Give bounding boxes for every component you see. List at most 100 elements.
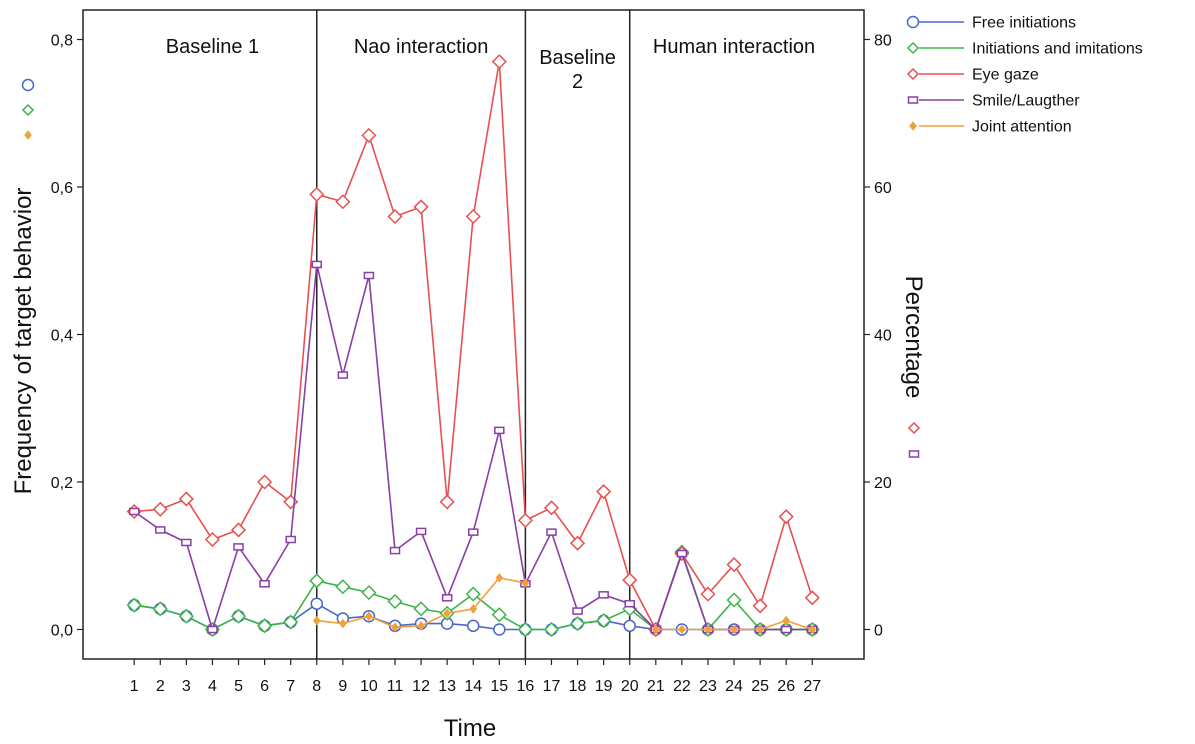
right-y-axis: 0 20 40 60 80 bbox=[864, 33, 892, 640]
data-point-bar bbox=[441, 594, 453, 602]
data-point-diamond bbox=[283, 614, 299, 630]
data-point-bar bbox=[363, 271, 375, 280]
left-y-tick-label: 0,4 bbox=[51, 328, 73, 345]
data-point-bar bbox=[908, 450, 920, 458]
right-y-tick-label: 0 bbox=[874, 623, 883, 640]
data-point-bar bbox=[389, 546, 401, 555]
left-y-axis: 0,0 0,2 0,4 0,6 0,8 bbox=[51, 33, 83, 640]
data-point-bar bbox=[494, 426, 505, 435]
left-y-tick-label: 0,6 bbox=[51, 180, 73, 197]
x-tick-label: 8 bbox=[312, 678, 321, 695]
x-tick-label: 16 bbox=[517, 678, 535, 695]
data-point-diamond bbox=[543, 621, 560, 638]
data-point-small-diamond bbox=[808, 624, 817, 635]
legend-item: Initiations and imitations bbox=[906, 41, 1143, 58]
data-point-diamond bbox=[465, 208, 481, 225]
data-point-small-diamond bbox=[24, 130, 32, 140]
data-point-bar bbox=[285, 535, 296, 544]
data-point-circle bbox=[310, 597, 324, 610]
x-tick-label: 3 bbox=[182, 678, 191, 695]
data-point-small-diamond bbox=[730, 624, 738, 635]
legend-label: Joint attention bbox=[972, 119, 1072, 136]
x-tick-label: 15 bbox=[490, 678, 508, 695]
phase-labels: Baseline 1 Nao interaction Baseline 2 Human … bbox=[166, 36, 815, 93]
x-tick-label: 10 bbox=[360, 678, 378, 695]
data-point-diamond bbox=[309, 573, 325, 589]
legend-item: Eye gaze bbox=[906, 67, 1039, 84]
data-point-diamond bbox=[387, 593, 403, 610]
data-point-bar bbox=[676, 549, 688, 558]
data-point-bar bbox=[415, 527, 427, 536]
data-point-circle bbox=[906, 15, 920, 29]
data-point-diamond bbox=[257, 474, 273, 490]
data-point-bar bbox=[207, 625, 218, 634]
plot-area-frame bbox=[82, 9, 865, 660]
data-point-circle bbox=[21, 78, 35, 92]
data-point-diamond bbox=[596, 613, 612, 629]
x-tick-label: 25 bbox=[751, 678, 769, 695]
data-point-small-diamond bbox=[521, 578, 530, 588]
data-point-diamond bbox=[21, 103, 35, 117]
data-point-diamond bbox=[726, 592, 742, 608]
series-joint-attention bbox=[312, 573, 817, 635]
phase-label: Baseline 2 bbox=[539, 47, 616, 93]
data-point-diamond bbox=[178, 491, 194, 507]
data-point-diamond bbox=[907, 421, 921, 435]
legend-item: Smile/Laugther bbox=[907, 93, 1080, 110]
data-point-bar bbox=[337, 371, 349, 379]
x-tick-label: 23 bbox=[699, 678, 717, 695]
data-point-diamond bbox=[361, 585, 377, 601]
data-point-bar bbox=[259, 580, 270, 588]
legend-label: Smile/Laugther bbox=[972, 93, 1080, 110]
left-y-tick-label: 0,8 bbox=[51, 33, 73, 50]
x-axis-title: Time bbox=[444, 715, 496, 742]
data-point-diamond bbox=[517, 512, 533, 528]
data-point-diamond bbox=[230, 522, 247, 538]
data-point-small-diamond bbox=[782, 615, 791, 626]
axis-series-markers bbox=[21, 78, 921, 458]
data-point-diamond bbox=[622, 572, 638, 588]
x-axis: 1 2 3 4 5 6 7 8 9 10 11 12 13 14 15 16 17 18 19 20 21 22 23 24 2… bbox=[130, 659, 821, 695]
right-y-tick-label: 20 bbox=[874, 475, 892, 492]
data-point-bar bbox=[780, 625, 792, 634]
data-point-diamond bbox=[178, 608, 194, 624]
legend-item: Joint attention bbox=[909, 119, 1072, 136]
data-point-small-diamond bbox=[651, 624, 660, 635]
phase-dividers bbox=[316, 10, 631, 659]
data-point-diamond bbox=[752, 598, 768, 614]
x-tick-label: 6 bbox=[260, 678, 269, 695]
legend-label: Free initiations bbox=[972, 15, 1076, 32]
data-point-diamond bbox=[543, 500, 560, 516]
x-tick-label: 9 bbox=[338, 678, 347, 695]
left-y-axis-title: Frequency of target behavior bbox=[10, 188, 37, 495]
data-point-bar bbox=[233, 543, 244, 551]
data-point-diamond bbox=[491, 607, 507, 623]
data-point-diamond bbox=[204, 531, 221, 548]
x-tick-label: 22 bbox=[673, 678, 691, 695]
x-tick-label: 13 bbox=[438, 678, 456, 695]
right-y-tick-label: 60 bbox=[874, 180, 892, 197]
x-tick-label: 24 bbox=[725, 678, 743, 695]
x-tick-label: 21 bbox=[647, 678, 665, 695]
data-point-diamond bbox=[152, 501, 168, 517]
data-point-diamond bbox=[257, 618, 273, 634]
x-tick-label: 7 bbox=[286, 678, 295, 695]
data-point-small-diamond bbox=[495, 573, 504, 583]
left-y-tick-label: 0,0 bbox=[51, 623, 73, 640]
data-point-small-diamond bbox=[909, 121, 917, 131]
data-point-diamond bbox=[465, 586, 481, 602]
x-tick-label: 1 bbox=[130, 678, 139, 695]
series-layer bbox=[126, 54, 820, 638]
phase-label: Human interaction bbox=[653, 36, 815, 58]
data-point-circle bbox=[493, 623, 506, 636]
data-point-diamond bbox=[309, 186, 325, 202]
data-point-diamond bbox=[387, 208, 403, 225]
x-tick-label: 19 bbox=[595, 678, 613, 695]
data-point-diamond bbox=[569, 616, 586, 632]
data-point-small-diamond bbox=[704, 624, 712, 635]
data-point-diamond bbox=[517, 621, 533, 638]
data-point-bar bbox=[467, 528, 479, 536]
phase-label: Baseline 1 bbox=[166, 36, 259, 58]
x-tick-label: 11 bbox=[387, 678, 404, 695]
data-point-bar bbox=[598, 591, 609, 599]
